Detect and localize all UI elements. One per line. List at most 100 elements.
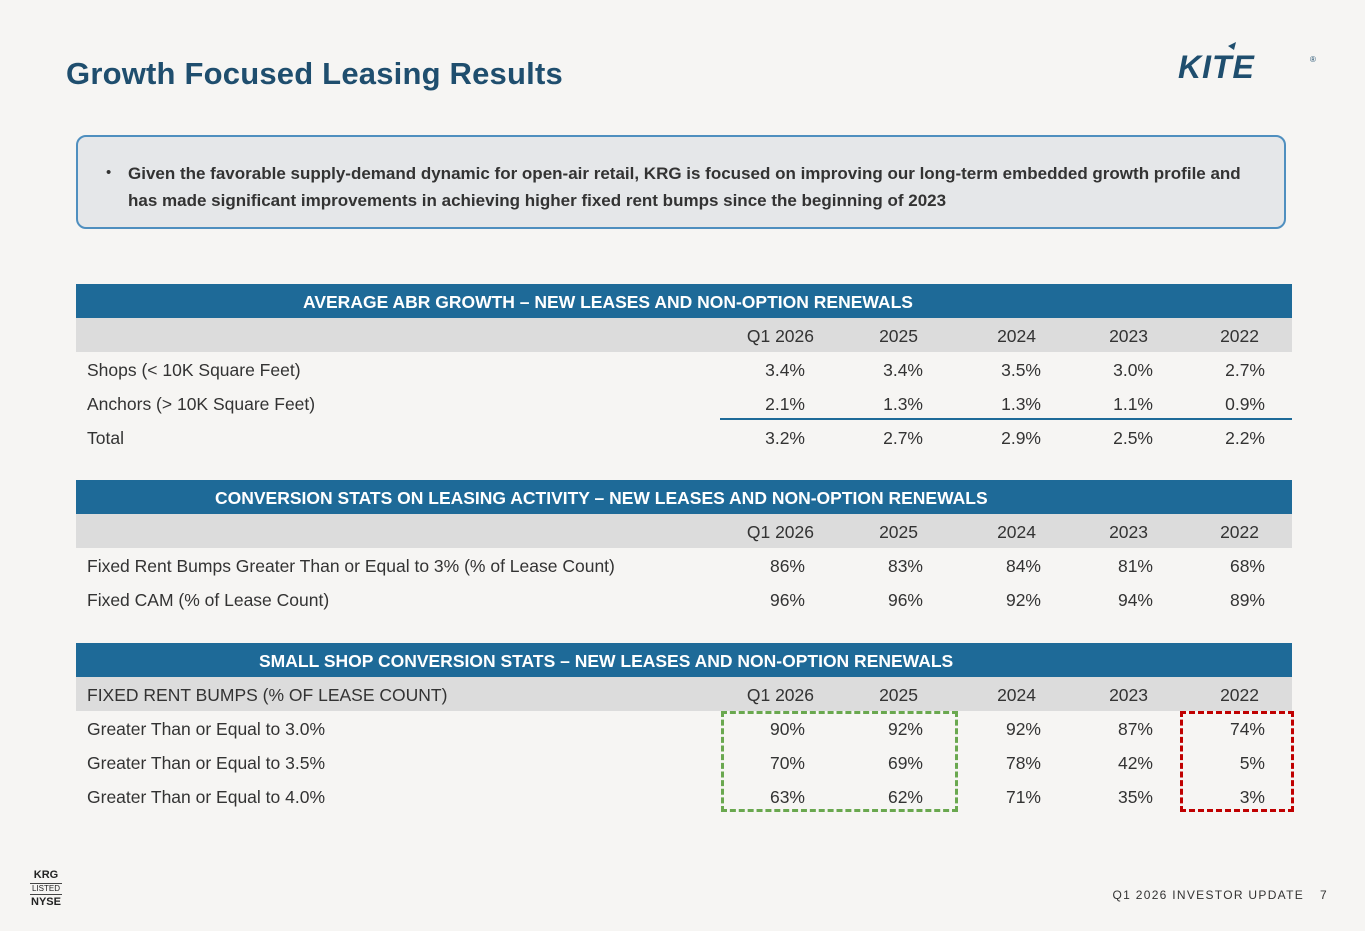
cell-value: 3.5% (1001, 360, 1041, 380)
column-header: 2024 (997, 326, 1036, 346)
row-label: Fixed Rent Bumps Greater Than or Equal t… (87, 556, 615, 576)
highlight-box-2022 (1180, 711, 1294, 812)
cell-value: 2.9% (1001, 428, 1041, 448)
conversion-stats-table: CONVERSION STATS ON LEASING ACTIVITY – N… (76, 480, 1292, 616)
cell-value: 96% (769, 590, 805, 610)
cell-value: 1.3% (1001, 394, 1041, 414)
page-title: Growth Focused Leasing Results (66, 56, 563, 91)
cell-value: 92% (1005, 719, 1041, 739)
column-header-label: FIXED RENT BUMPS (% OF LEASE COUNT) (87, 685, 448, 705)
cell-value: 89% (1229, 590, 1265, 610)
table-title-bar: AVERAGE ABR GROWTH – NEW LEASES AND NON-… (76, 284, 1292, 318)
column-header: Q1 2026 (746, 685, 814, 705)
cell-value: 94% (1117, 590, 1153, 610)
cell-value: 68% (1229, 556, 1265, 576)
column-header: 2023 (1109, 685, 1148, 705)
cell-value: 2.2% (1225, 428, 1265, 448)
column-header: 2022 (1220, 326, 1259, 346)
logo-registered: ® (1310, 55, 1316, 64)
page-number: 7 (1320, 888, 1328, 902)
cell-value: 74% (1229, 719, 1265, 739)
cell-value: 3.0% (1113, 360, 1153, 380)
table-title-bar: CONVERSION STATS ON LEASING ACTIVITY – N… (76, 480, 1292, 514)
total-divider (720, 418, 1292, 420)
column-header: 2023 (1109, 522, 1148, 542)
cell-value: 83% (887, 556, 923, 576)
column-header-row: Q1 2026 2025 2024 2023 2022 (76, 318, 1292, 352)
cell-value: 2.7% (883, 428, 923, 448)
table-row: Greater Than or Equal to 4.0% 63% 62% 71… (76, 779, 1292, 813)
cell-value: 92% (1005, 590, 1041, 610)
cell-value: 35% (1117, 787, 1153, 807)
listing-label: LISTED (30, 883, 62, 895)
row-label: Anchors (> 10K Square Feet) (87, 394, 316, 414)
cell-value: 92% (887, 719, 923, 739)
cell-value: 70% (769, 753, 805, 773)
cell-value: 42% (1117, 753, 1153, 773)
cell-value: 3.2% (765, 428, 805, 448)
table-row: Greater Than or Equal to 3.0% 90% 92% 92… (76, 711, 1292, 745)
small-shop-conversion-table: SMALL SHOP CONVERSION STATS – NEW LEASES… (76, 643, 1292, 813)
cell-value: 84% (1005, 556, 1041, 576)
column-header-row: Q1 2026 2025 2024 2023 2022 (76, 514, 1292, 548)
cell-value: 3.4% (883, 360, 923, 380)
column-header: 2022 (1220, 522, 1259, 542)
table-row: Greater Than or Equal to 3.5% 70% 69% 78… (76, 745, 1292, 779)
column-header: 2024 (997, 522, 1036, 542)
table-row: Anchors (> 10K Square Feet) 2.1% 1.3% 1.… (76, 386, 1292, 420)
table-row: Fixed CAM (% of Lease Count) 96% 96% 92%… (76, 582, 1292, 616)
footer: Q1 2026 INVESTOR UPDATE 7 (1113, 888, 1329, 902)
row-label: Shops (< 10K Square Feet) (87, 360, 301, 380)
row-label: Greater Than or Equal to 3.0% (87, 719, 326, 739)
listing-ticker: KRG (33, 869, 59, 881)
cell-value: 63% (769, 787, 805, 807)
table-title: AVERAGE ABR GROWTH – NEW LEASES AND NON-… (303, 292, 913, 312)
summary-callout: • Given the favorable supply-demand dyna… (76, 135, 1286, 229)
table-title-bar: SMALL SHOP CONVERSION STATS – NEW LEASES… (76, 643, 1292, 677)
cell-value: 62% (887, 787, 923, 807)
cell-value: 81% (1117, 556, 1153, 576)
kite-logo: KITE ® (1178, 42, 1316, 84)
table-row: Fixed Rent Bumps Greater Than or Equal t… (76, 548, 1292, 582)
nyse-listing-badge: KRG LISTED NYSE (30, 869, 62, 909)
cell-value: 1.1% (1113, 394, 1153, 414)
row-label: Total (87, 428, 124, 448)
cell-value: 5% (1239, 753, 1265, 773)
cell-value: 87% (1117, 719, 1153, 739)
cell-value: 2.5% (1113, 428, 1153, 448)
cell-value: 3.4% (765, 360, 805, 380)
cell-value: 69% (887, 753, 923, 773)
table-title: SMALL SHOP CONVERSION STATS – NEW LEASES… (259, 651, 954, 671)
table-row: Shops (< 10K Square Feet) 3.4% 3.4% 3.5%… (76, 352, 1292, 386)
column-header: 2025 (879, 522, 918, 542)
callout-text: Given the favorable supply-demand dynami… (128, 164, 1241, 210)
column-header: 2024 (997, 685, 1036, 705)
cell-value: 90% (769, 719, 805, 739)
table-row: Total 3.2% 2.7% 2.9% 2.5% 2.2% (76, 420, 1292, 454)
column-header: 2025 (879, 326, 918, 346)
abr-growth-table: AVERAGE ABR GROWTH – NEW LEASES AND NON-… (76, 284, 1292, 454)
logo-text: KITE (1178, 49, 1256, 84)
row-label: Greater Than or Equal to 4.0% (87, 787, 326, 807)
column-header: 2025 (879, 685, 918, 705)
cell-value: 71% (1005, 787, 1041, 807)
column-header: 2022 (1220, 685, 1259, 705)
column-header: 2023 (1109, 326, 1148, 346)
cell-value: 2.7% (1225, 360, 1265, 380)
cell-value: 1.3% (883, 394, 923, 414)
row-label: Greater Than or Equal to 3.5% (87, 753, 326, 773)
cell-value: 2.1% (765, 394, 805, 414)
column-header: Q1 2026 (746, 522, 814, 542)
cell-value: 0.9% (1225, 394, 1265, 414)
cell-value: 78% (1005, 753, 1041, 773)
column-header: Q1 2026 (746, 326, 814, 346)
bullet-icon: • (106, 164, 112, 181)
cell-value: 86% (769, 556, 805, 576)
table-title: CONVERSION STATS ON LEASING ACTIVITY – N… (215, 488, 988, 508)
cell-value: 96% (887, 590, 923, 610)
column-header-row: FIXED RENT BUMPS (% OF LEASE COUNT) Q1 2… (76, 677, 1292, 711)
row-label: Fixed CAM (% of Lease Count) (87, 590, 330, 610)
cell-value: 3% (1239, 787, 1265, 807)
footer-label: Q1 2026 INVESTOR UPDATE (1112, 888, 1305, 902)
highlight-box-recent (721, 711, 958, 812)
